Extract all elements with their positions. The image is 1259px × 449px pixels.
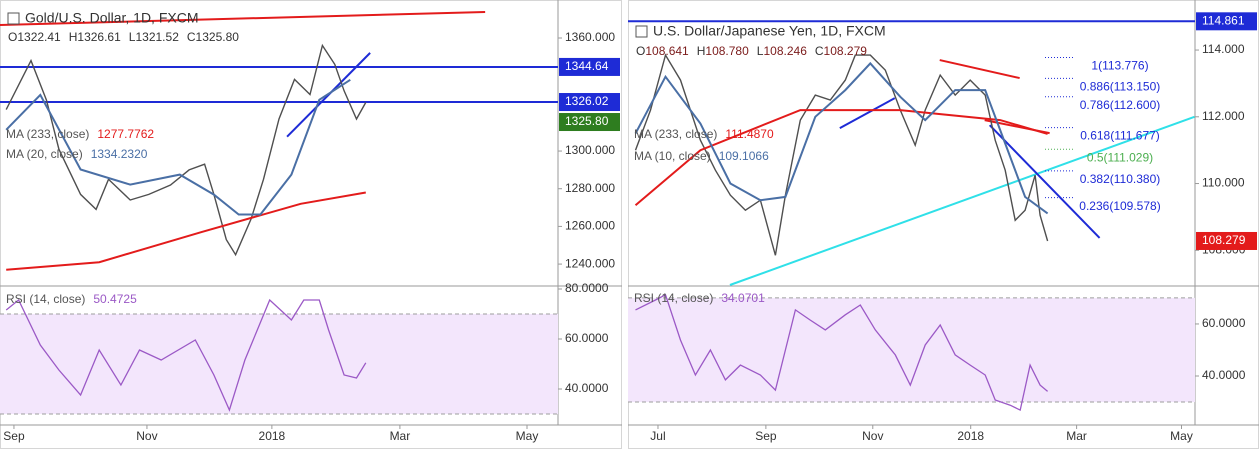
y-tick-label: 1300.000 [565,143,615,157]
price-series [634,109,1048,206]
chart-title: Gold/U.S. Dollar, 1D, FXCM [25,10,199,26]
indicator-value: 1334.2320 [91,147,148,161]
price-line-label: 1344.64 [565,59,609,73]
indicator-value: 109.1066 [719,149,769,163]
price-line-label-box [559,57,620,76]
indicator-name: MA (20, close) [6,147,83,161]
x-tick-label: Nov [136,429,157,443]
last-price-label-box [1196,231,1257,250]
y-tick-label: 1240.000 [565,256,615,270]
y-tick-label: 1260.000 [565,219,615,233]
ohlc-key: O [8,30,17,44]
y-tick-label: 1360.000 [565,30,615,44]
ohlc-key: L [757,44,764,58]
indicator-legend: MA (20, close) 1334.2320 [6,147,148,161]
indicator-legend: MA (233, close) 1277.7762 [6,127,154,141]
ohlc-value: 108.246 [763,44,807,58]
collapse-icon [635,25,648,38]
last-price-label: 1325.80 [565,114,609,128]
last-price-label-box [559,113,620,132]
price-line-label-box [1196,12,1257,31]
ohlc-key: L [129,30,136,44]
y-tick-label: 110.000 [1202,176,1245,190]
ohlc-value: 1325.80 [196,30,240,44]
ohlc-value: 108.780 [705,44,749,58]
price-series [634,61,1049,215]
x-tick-label: May [516,429,539,443]
ohlc-values: O1322.41 H1326.61 L1321.52 C1325.80 [8,30,239,44]
fib-label: 0.236(109.578) [1079,199,1160,213]
x-tick-label: 2018 [259,429,286,443]
rsi-y-tick-label: 80.0000 [565,281,609,295]
indicator-value: 1277.7762 [97,127,154,141]
rsi-line [5,298,367,412]
trendline [988,124,1101,239]
rsi-y-tick-label: 40.0000 [1202,368,1246,382]
indicator-value: 111.4870 [725,127,774,141]
indicator-name: MA (233, close) [6,127,89,141]
indicator-legend: MA (10, close) 109.1066 [634,149,769,163]
fib-label: 0.886(113.150) [1080,80,1161,94]
x-tick-label: 2018 [957,429,984,443]
ohlc-value: 1321.52 [135,30,179,44]
y-tick-label: 1280.000 [565,181,615,195]
price-series [6,191,366,271]
rsi-y-tick-label: 60.0000 [565,331,609,345]
chart-panel: 1240.000 1260.000 1280.000 1300.000 1360.000… [0,0,622,449]
rsi-name: RSI (14, close) [6,292,85,306]
fib-label: 1(113.776) [1091,59,1148,73]
trendline [839,97,896,130]
fib-label: 0.5(111.029) [1087,150,1153,164]
ohlc-key: H [69,30,78,44]
rsi-line [635,293,1049,412]
indicator-name: MA (233, close) [634,127,717,141]
x-tick-label: Nov [862,429,883,443]
ohlc-value: 1326.61 [77,30,121,44]
price-line-label: 114.861 [1202,13,1245,27]
fib-label: 0.382(110.380) [1080,172,1161,186]
x-tick-label: Sep [755,429,777,443]
price-line-label: 1326.02 [565,94,609,108]
rsi-y-tick-label: 60.0000 [1202,316,1246,330]
ohlc-value: 108.279 [824,44,868,58]
price-line-label-box [559,93,620,112]
ohlc-key: O [636,44,645,58]
rsi-band [0,314,558,414]
ohlc-key: C [815,44,824,58]
trendline [729,115,1195,286]
y-tick-label: 112.000 [1202,109,1245,123]
indicator-name: MA (10, close) [634,149,711,163]
rsi-y-tick-label: 40.0000 [565,381,609,395]
trendline [0,11,486,26]
indicator-legend: MA (233, close) 111.4870 [634,127,774,141]
x-tick-label: May [1170,429,1193,443]
rsi-value: 34.0701 [721,291,765,305]
fib-label: 0.786(112.600) [1080,98,1161,112]
rsi-name: RSI (14, close) [634,291,713,305]
price-series [634,53,1049,256]
ohlc-value: 1322.41 [17,30,61,44]
ohlc-value: 108.641 [645,44,689,58]
fib-label: 0.618(111.677) [1080,129,1160,143]
trendline [939,59,1020,80]
chart-panel: 108.000110.000112.000114.00040.000060.00… [628,0,1259,449]
x-tick-label: Mar [390,429,411,443]
x-tick-label: Mar [1066,429,1087,443]
y-tick-label: 114.000 [1202,42,1245,56]
last-price-label: 108.279 [1202,233,1246,247]
chart-title: U.S. Dollar/Japanese Yen, 1D, FXCM [653,23,886,39]
collapse-icon [7,12,20,25]
rsi-value: 50.4725 [93,292,137,306]
rsi-band [628,297,1195,403]
rsi-legend: RSI (14, close) 50.4725 [6,292,137,306]
ohlc-values: O108.641 H108.780 L108.246 C108.279 [636,44,867,58]
price-series [5,78,351,216]
ohlc-key: C [187,30,196,44]
ohlc-key: H [697,44,706,58]
x-tick-label: Sep [3,429,25,443]
rsi-legend: RSI (14, close) 34.0701 [634,291,765,305]
x-tick-label: Jul [650,429,665,443]
